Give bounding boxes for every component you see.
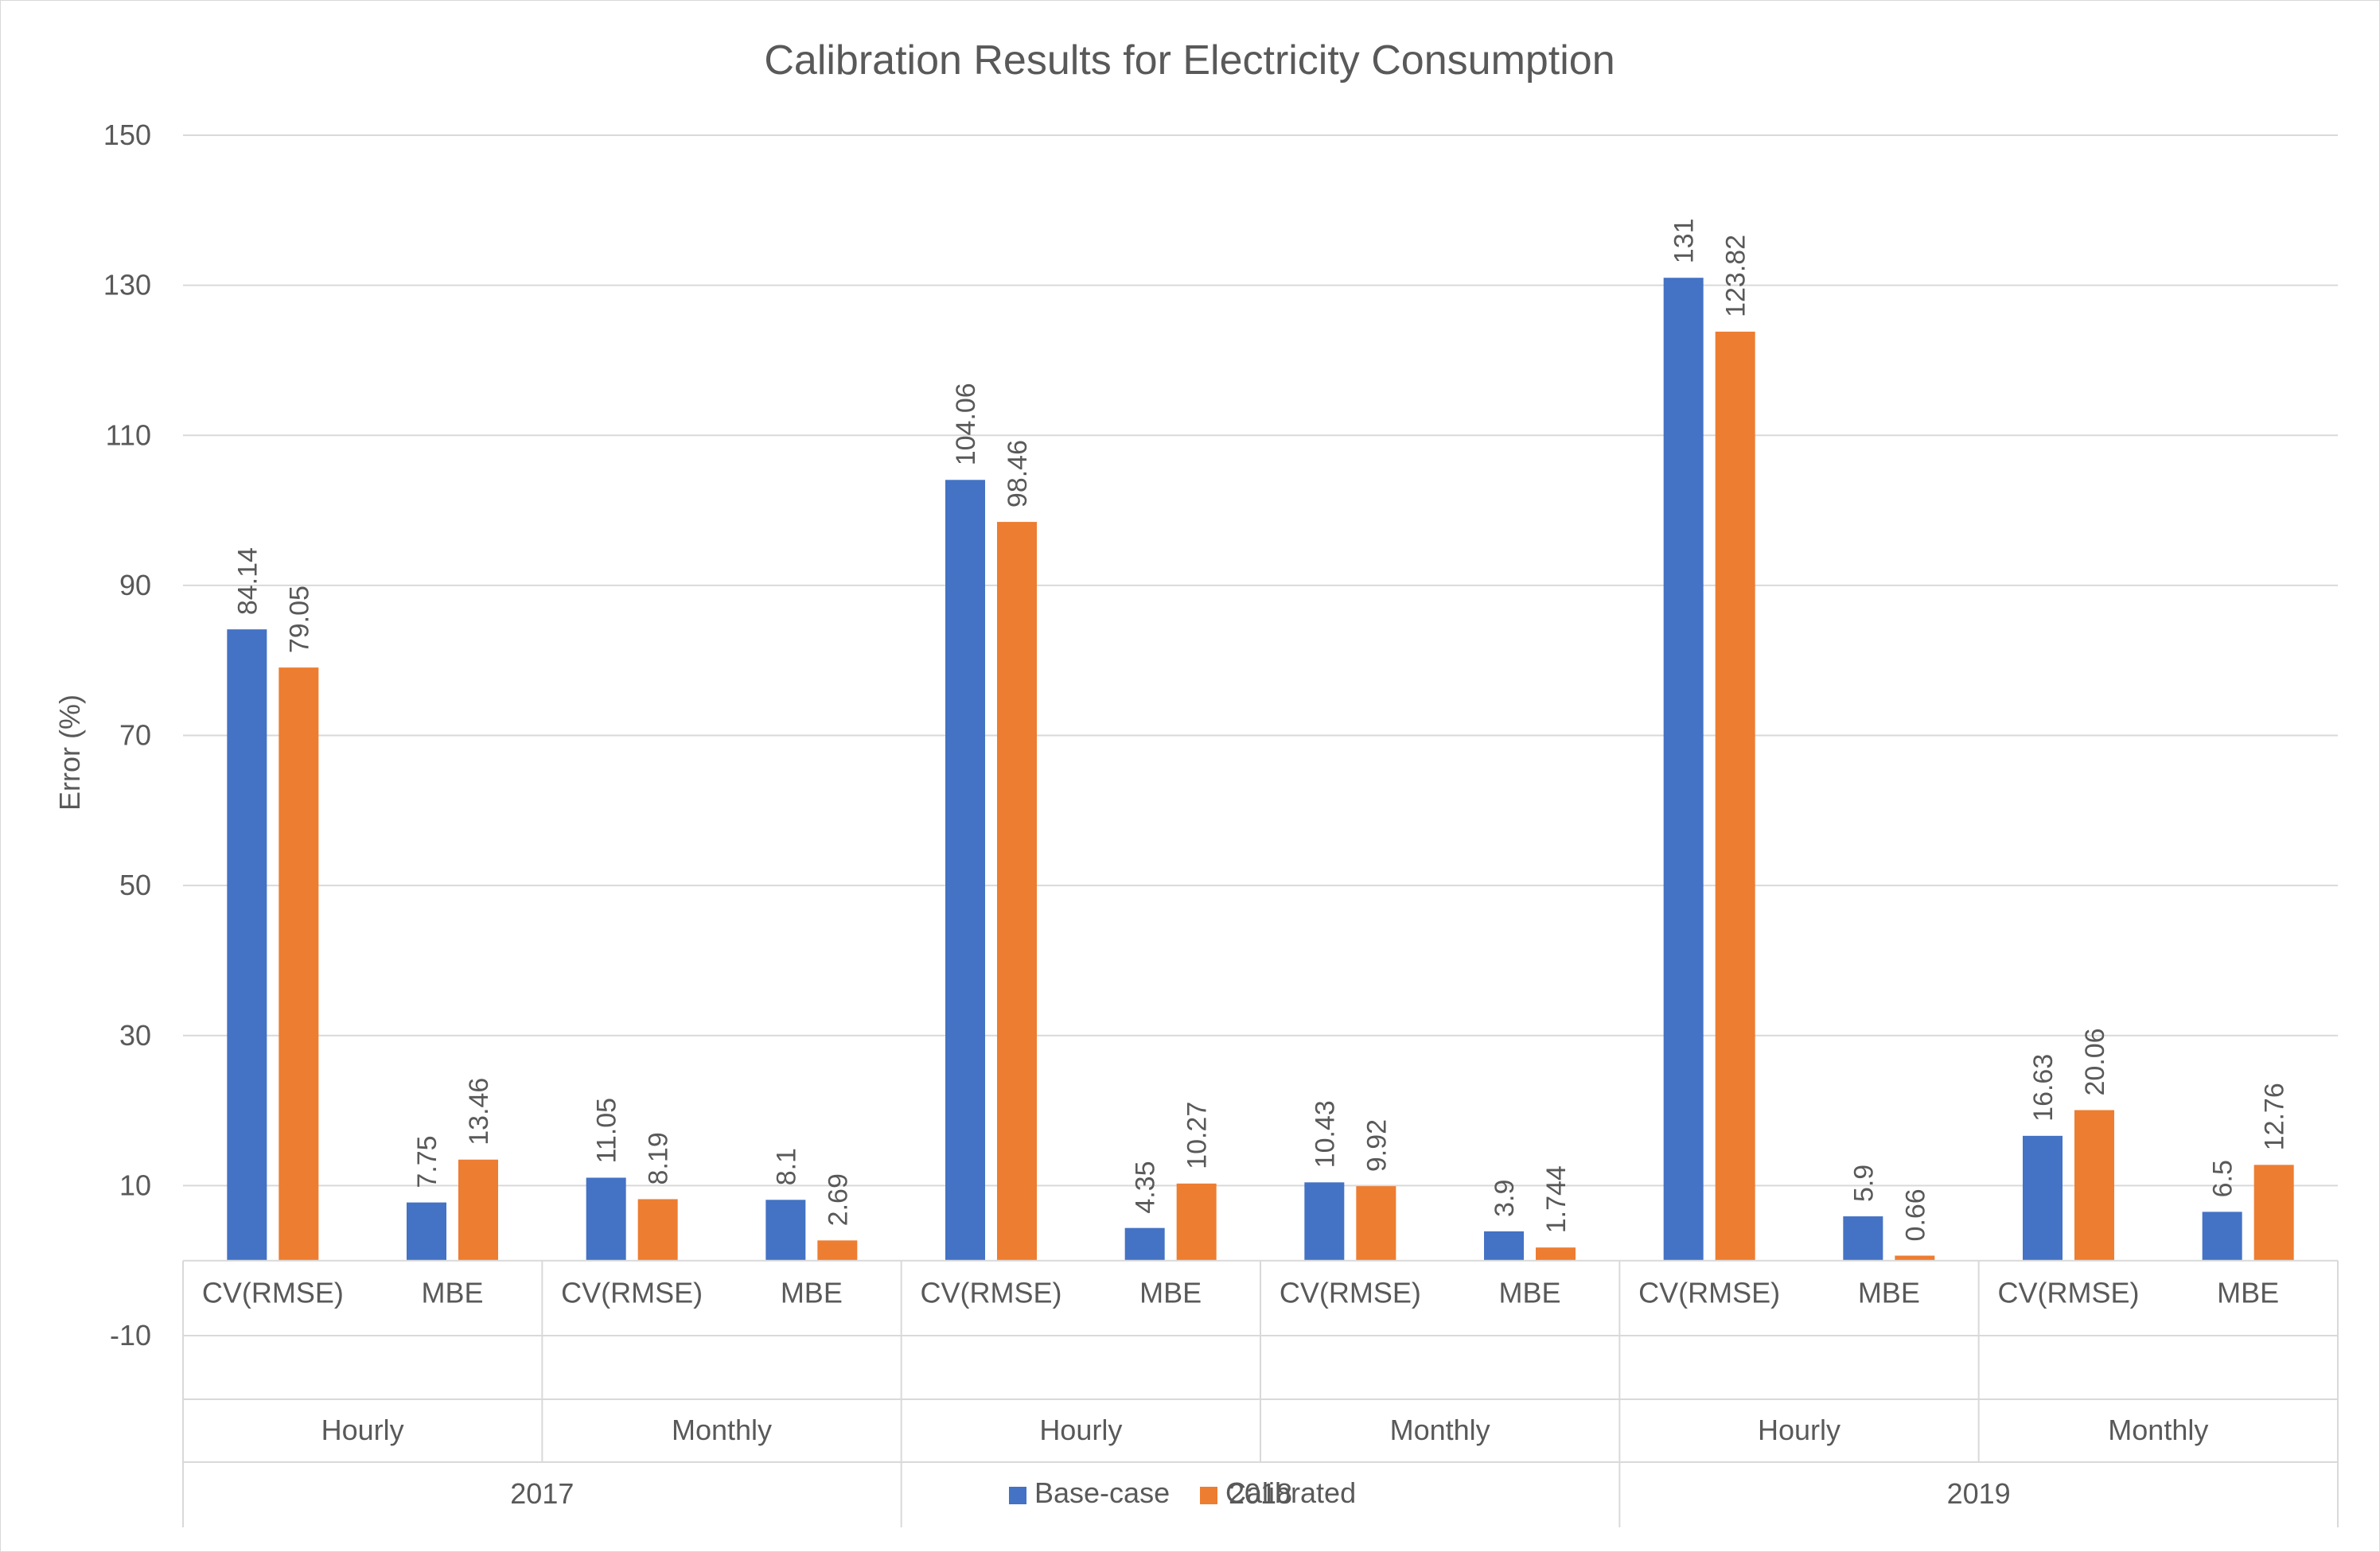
- calibrated-data-label: 123.82: [1721, 235, 1751, 317]
- year-label: 2018: [1229, 1477, 1292, 1510]
- y-tick-label: -10: [110, 1319, 151, 1352]
- y-tick-label: 130: [103, 269, 151, 301]
- y-tick-label: 70: [119, 719, 151, 752]
- base-case-bar: [407, 1202, 446, 1261]
- interval-label: Monthly: [1390, 1414, 1490, 1446]
- legend-swatch-base-case: [1009, 1487, 1026, 1504]
- base-case-data-label: 16.63: [2028, 1054, 2059, 1122]
- calibrated-bar: [2074, 1110, 2114, 1261]
- base-case-data-label: 7.75: [412, 1135, 442, 1188]
- calibrated-bar: [2253, 1165, 2294, 1261]
- legend: Base-case Calibrated: [1009, 1476, 1356, 1509]
- calibrated-bar: [1176, 1183, 1217, 1261]
- base-case-bar: [2023, 1135, 2063, 1261]
- base-case-bar: [1304, 1182, 1345, 1261]
- x-axis: CV(RMSE) MBE CV(RMSE) MBE CV(RMSE) MBE CV(RMSE…: [182, 1259, 2339, 1527]
- base-case-data-label: 6.5: [2208, 1160, 2238, 1197]
- calibrated-data-label: 98.46: [1003, 440, 1033, 508]
- calibrated-data-label: 13.46: [464, 1078, 494, 1146]
- calibrated-bar: [637, 1199, 678, 1261]
- base-case-bar: [586, 1177, 626, 1261]
- legend-swatch-calibrated: [1200, 1487, 1217, 1504]
- y-tick-label: 150: [103, 119, 151, 151]
- base-case-bar: [1663, 278, 1704, 1261]
- base-case-data-label: 131: [1669, 218, 1700, 263]
- year-label: 2017: [510, 1477, 574, 1510]
- base-case-data-label: 5.9: [1848, 1165, 1879, 1202]
- metric-label: CV(RMSE): [202, 1277, 344, 1309]
- interval-label: Hourly: [1039, 1414, 1122, 1446]
- metric-label: MBE: [1858, 1277, 1920, 1309]
- metric-label: CV(RMSE): [1638, 1277, 1780, 1309]
- chart-title: Calibration Results for Electricity Cons…: [764, 37, 1615, 84]
- year-label: 2019: [1947, 1477, 2011, 1510]
- base-case-bar: [227, 629, 267, 1261]
- calibrated-bar: [458, 1159, 498, 1261]
- base-case-bar: [945, 480, 985, 1261]
- calibrated-bar: [1356, 1186, 1396, 1261]
- metric-label: MBE: [2217, 1277, 2279, 1309]
- calibrated-bar: [279, 667, 319, 1261]
- bars: [227, 278, 2294, 1261]
- metric-label: MBE: [781, 1277, 843, 1309]
- base-case-data-label: 84.14: [232, 547, 263, 615]
- metric-label: CV(RMSE): [561, 1277, 703, 1309]
- base-case-data-label: 8.1: [771, 1148, 801, 1185]
- metric-label: MBE: [421, 1277, 483, 1309]
- base-case-data-label: 11.05: [592, 1098, 622, 1164]
- base-case-data-label: 104.06: [951, 383, 981, 465]
- base-case-bar: [1843, 1216, 1883, 1261]
- calibrated-data-label: 10.27: [1182, 1102, 1213, 1169]
- calibrated-data-label: 12.76: [2260, 1083, 2290, 1150]
- calibrated-data-label: 0.66: [1900, 1188, 1930, 1241]
- calibrated-bar: [1536, 1247, 1576, 1261]
- calibrated-bar: [1895, 1255, 1935, 1261]
- calibrated-data-label: 79.05: [284, 585, 314, 653]
- metric-label: CV(RMSE): [1280, 1277, 1421, 1309]
- metric-label: MBE: [1139, 1277, 1202, 1309]
- base-case-bar: [765, 1200, 806, 1261]
- interval-label: Hourly: [1758, 1414, 1841, 1446]
- y-tick-label: 10: [119, 1169, 151, 1201]
- interval-label: Monthly: [672, 1414, 772, 1446]
- y-axis-title: Error (%): [53, 694, 86, 811]
- legend-label-calibrated: Calibrated: [1225, 1476, 1356, 1509]
- base-case-data-label: 10.43: [1310, 1100, 1340, 1168]
- calibrated-data-label: 8.19: [644, 1132, 674, 1184]
- metric-label: CV(RMSE): [1998, 1277, 2140, 1309]
- gridlines: [183, 134, 2338, 1336]
- y-axis-ticks: -10 10 30 50 70 90 110 130 150: [103, 119, 151, 1352]
- interval-label: Hourly: [321, 1414, 404, 1446]
- calibrated-bar: [997, 522, 1037, 1261]
- base-case-bar: [2202, 1212, 2242, 1261]
- metric-label: MBE: [1498, 1277, 1560, 1309]
- calibrated-bar: [817, 1240, 858, 1261]
- data-labels: 84.14 7.75 11.05 8.1 104.06 4.35 10.43 3.9 131 5.…: [232, 218, 2289, 1241]
- calibrated-data-label: 2.69: [823, 1173, 853, 1226]
- metric-label: CV(RMSE): [921, 1277, 1062, 1309]
- y-tick-label: 110: [106, 418, 151, 451]
- calibrated-data-label: 1.744: [1541, 1165, 1572, 1233]
- base-case-data-label: 3.9: [1490, 1180, 1520, 1217]
- legend-label-base-case: Base-case: [1034, 1476, 1170, 1509]
- y-tick-label: 30: [119, 1019, 151, 1052]
- calibrated-bar: [1715, 331, 1755, 1261]
- y-tick-label: 50: [119, 869, 151, 901]
- base-case-bar: [1124, 1227, 1165, 1261]
- calibrated-data-label: 9.92: [1361, 1119, 1392, 1172]
- calibrated-data-label: 20.06: [2080, 1028, 2110, 1095]
- base-case-data-label: 4.35: [1131, 1161, 1161, 1213]
- base-case-bar: [1484, 1231, 1524, 1261]
- y-tick-label: 90: [119, 569, 151, 601]
- interval-label: Monthly: [2108, 1414, 2208, 1446]
